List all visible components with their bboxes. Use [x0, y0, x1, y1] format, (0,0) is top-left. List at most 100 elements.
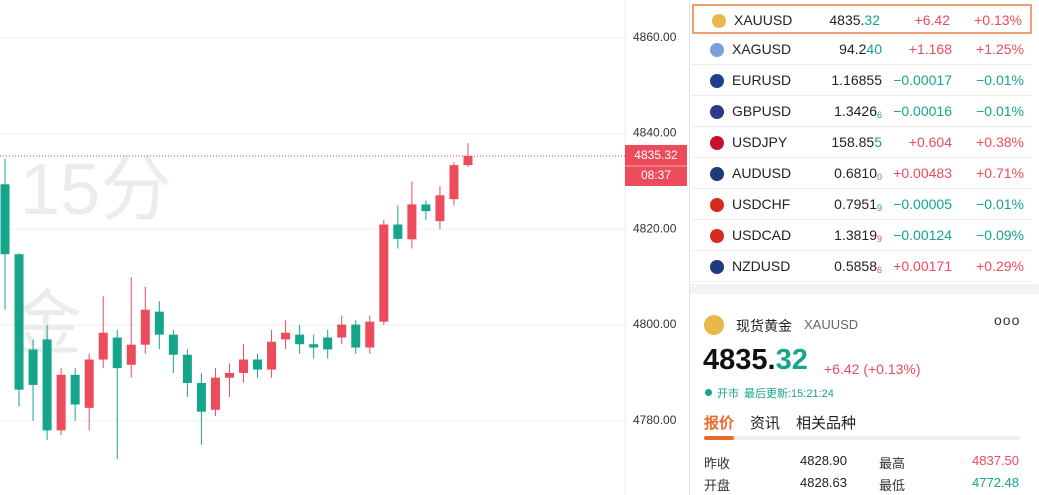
candle-body — [267, 341, 277, 370]
price: 1.34266 — [834, 97, 882, 130]
price-sub: 9 — [876, 234, 882, 244]
candle-body — [0, 184, 10, 255]
change: +0.00483 — [893, 165, 952, 181]
change-pct: +0.13% — [974, 12, 1022, 28]
candle-body — [168, 334, 178, 355]
price-highlight: 32 — [775, 344, 808, 376]
status: 开市 — [717, 388, 739, 400]
watchlist-row[interactable]: GBPUSD 1.34266 −0.00016 −0.01% — [692, 97, 1032, 127]
candle-body — [42, 339, 52, 431]
gold-icon — [704, 315, 724, 335]
price-sub: 9 — [876, 203, 882, 213]
price: 94.240 — [839, 35, 882, 64]
more-menu[interactable]: ooo — [994, 312, 1021, 328]
candle-body — [365, 321, 375, 348]
price-sub: 0 — [876, 172, 882, 182]
stat-value: 4828.90 — [800, 453, 847, 468]
price-main: 1.3819 — [834, 227, 877, 243]
candle-body — [323, 337, 333, 350]
flag-icon — [710, 74, 724, 88]
change-pct: −0.01% — [976, 196, 1024, 212]
symbol: XAGUSD — [732, 41, 792, 57]
price-main: 1.3426 — [834, 103, 877, 119]
instrument-symbol: XAUUSD — [804, 317, 859, 332]
symbol: NZDUSD — [732, 258, 791, 274]
watchlist-row[interactable]: AUDUSD 0.68100 +0.00483 +0.71% — [692, 159, 1032, 189]
change-pct: −0.01% — [976, 72, 1024, 88]
candle-body — [210, 377, 220, 410]
flag-icon — [710, 260, 724, 274]
tab[interactable]: 相关品种 — [796, 415, 857, 432]
change: +6.42 — [914, 12, 950, 28]
watermark: 15分 — [20, 150, 172, 230]
candle-body — [463, 155, 473, 166]
change: +0.604 — [908, 134, 952, 150]
candle-body — [393, 224, 403, 239]
watchlist-row[interactable]: XAUUSD 4835.32 +6.42 +0.13% — [692, 4, 1032, 34]
price-sub: 6 — [876, 110, 882, 120]
candle-body — [281, 332, 291, 340]
candle-body — [421, 204, 431, 212]
watchlist-row[interactable]: USDCHF 0.79519 −0.00005 −0.01% — [692, 190, 1032, 220]
candle-body — [449, 165, 459, 200]
candle-body — [337, 324, 347, 338]
side-panel: XAUUSD 4835.32 +6.42 +0.13% XAGUSD 94.240 +1.1… — [689, 0, 1039, 495]
candle-body — [84, 359, 94, 408]
symbol: GBPUSD — [732, 103, 792, 119]
change: −0.00016 — [893, 103, 952, 119]
change: +1.168 — [908, 41, 952, 57]
change-pct: +1.25% — [976, 41, 1024, 57]
chart: 15分 金 4780.004800.004820.004840.004860.0… — [0, 0, 687, 495]
price: 4835.32 — [829, 6, 880, 35]
stat-value: 4828.63 — [800, 475, 847, 490]
instrument-name: 现货黄金 — [736, 318, 792, 334]
price-main: 4835. — [703, 344, 776, 376]
price: 1.38199 — [834, 221, 882, 254]
price: 158.855 — [831, 128, 882, 157]
candle-body — [196, 382, 206, 412]
stat-label: 最高 — [879, 456, 906, 471]
y-tick-label: 4780.00 — [633, 413, 677, 427]
flag-icon — [710, 105, 724, 119]
symbol: USDJPY — [732, 134, 788, 150]
stat-label: 开盘 — [704, 478, 731, 493]
stat-label: 最低 — [879, 478, 906, 493]
tab[interactable]: 报价 — [704, 415, 735, 432]
candle-body — [239, 359, 249, 373]
watchlist-row[interactable]: EURUSD 1.16855 −0.00017 −0.01% — [692, 66, 1032, 96]
status-dot — [705, 389, 712, 396]
change: −0.00124 — [893, 227, 952, 243]
detail-change: +6.42 (+0.13%) — [824, 361, 921, 377]
symbol: EURUSD — [732, 72, 792, 88]
price-main: 0.7951 — [834, 196, 877, 212]
price-main: 0.5858 — [834, 258, 877, 274]
price: 0.58586 — [834, 252, 882, 285]
tab-indicator — [704, 436, 734, 440]
candle-body — [14, 254, 24, 390]
candle-body — [98, 332, 108, 360]
y-tick-label: 4820.00 — [633, 221, 677, 235]
symbol: XAUUSD — [734, 12, 793, 28]
change: +0.00171 — [893, 258, 952, 274]
change-pct: −0.01% — [976, 103, 1024, 119]
candle-body — [112, 337, 122, 369]
watchlist-row[interactable]: NZDUSD 0.58586 +0.00171 +0.29% — [692, 252, 1032, 282]
updated-time: 最后更新:15:21:24 — [744, 388, 834, 400]
candle-body — [182, 354, 192, 383]
candle-body — [154, 311, 164, 335]
candle-body — [253, 359, 263, 370]
candle-body — [309, 344, 319, 348]
y-tick-label: 4860.00 — [633, 30, 677, 44]
candle-body — [224, 372, 234, 378]
price-highlight: 40 — [866, 41, 882, 57]
tab-track — [704, 436, 1020, 440]
watchlist-row[interactable]: USDJPY 158.855 +0.604 +0.38% — [692, 128, 1032, 158]
watchlist-row[interactable]: USDCAD 1.38199 −0.00124 −0.09% — [692, 221, 1032, 251]
stat-value: 4837.50 — [972, 453, 1019, 468]
watchlist-row[interactable]: XAGUSD 94.240 +1.168 +1.25% — [692, 35, 1032, 65]
y-tick-label: 4800.00 — [633, 317, 677, 331]
tab[interactable]: 资讯 — [750, 415, 781, 432]
flag-icon — [710, 167, 724, 181]
change-pct: +0.71% — [976, 165, 1024, 181]
